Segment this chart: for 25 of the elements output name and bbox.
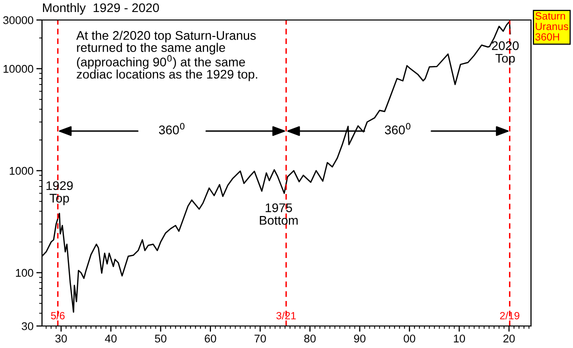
x-tick-label: 50 [154,334,166,342]
x-tick-label: 20 [503,334,515,342]
y-tick-label: 100 [16,268,34,277]
y-tick-label: 30 [22,322,34,330]
x-tick-label: 10 [454,334,466,342]
y-tick-label: 10000 [4,64,34,73]
x-tick-label: 00 [404,334,416,342]
ref-line-label: 3/21 [276,312,296,320]
x-tick-label: 80 [304,334,316,342]
ref-line-label: 2/19 [500,312,520,320]
annotation: 1929 Top [46,181,73,206]
x-tick-label: 90 [354,334,366,342]
annotation: 360$^{0}$ [158,122,184,134]
x-tick-label: 70 [254,334,266,342]
chart-title: Monthly 1929 - 2020 [43,3,159,15]
y-tick-label: 1000 [10,166,34,175]
annotation: 1975 Bottom [260,203,298,225]
x-tick-label: 30 [55,334,67,342]
y-tick-label: 30000 [3,16,34,24]
text: Saturn Uranus 360H [535,12,568,41]
annotation: 360$^{0}$ [384,122,410,134]
x-tick-label: 60 [204,334,216,342]
annotation: At the 2/2020 top Saturn-Uranus returned to the same angle (approaching 90$^{0}$) at the same zodiac locations as the 1929 top. [76,30,258,82]
x-tick-label: 40 [104,334,117,342]
annotation: 2020 Top [492,41,519,66]
